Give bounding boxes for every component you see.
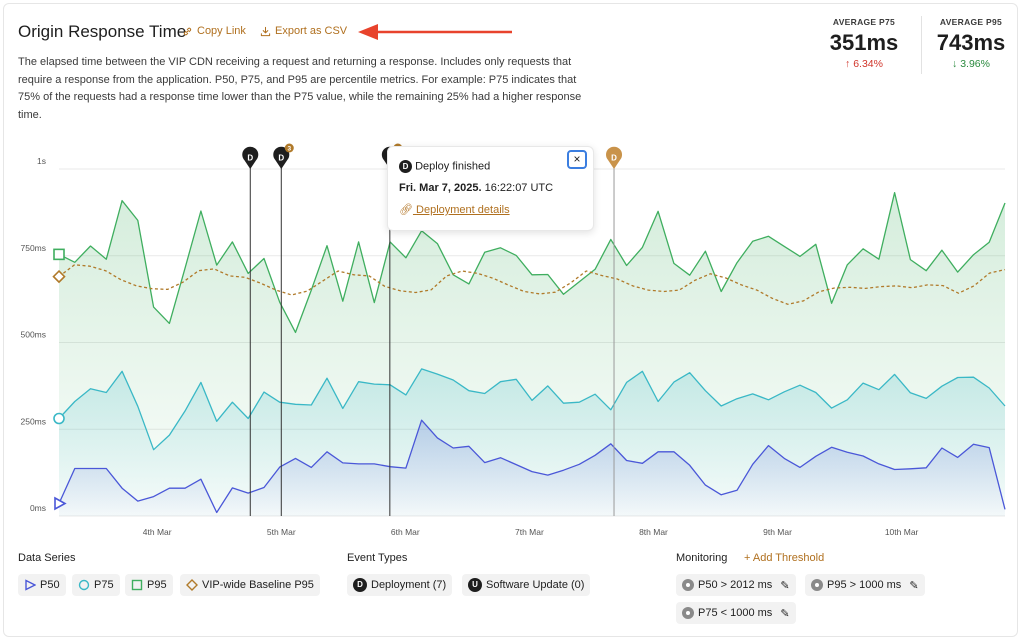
- response-time-chart: 0ms 250ms 500ms 750ms 1s 4th Mar 5th Mar 6th Ma…: [20, 143, 1006, 537]
- circle-marker: [53, 412, 65, 425]
- event-pin-label: D: [611, 154, 617, 163]
- popover-close-button[interactable]: ×: [567, 150, 587, 169]
- series-line-vip-wide-baseline-p95: [58, 264, 1006, 305]
- add-threshold-button[interactable]: + Add Threshold: [744, 552, 825, 564]
- square-marker: [53, 248, 65, 261]
- stat-average-p75: AVERAGE P75 351ms ↑ 6.34%: [818, 17, 910, 70]
- monitoring-title: Monitoring: [676, 552, 728, 564]
- chart-description: The elapsed time between the VIP CDN rec…: [18, 56, 582, 121]
- series-area-p50: [59, 420, 1005, 516]
- event-pin: [606, 146, 623, 169]
- stat-label: AVERAGE P95: [939, 17, 1003, 27]
- legend-p75[interactable]: P75: [72, 574, 120, 596]
- stat-value: 743ms: [936, 30, 1006, 55]
- data-series-title: Data Series: [18, 552, 76, 564]
- link-icon: [183, 27, 192, 35]
- legend-baseline-p95[interactable]: VIP-wide Baseline P95: [180, 574, 320, 596]
- y-tick-label: 1s: [37, 156, 46, 166]
- stat-value: 351ms: [829, 30, 899, 55]
- series-line-p95: [58, 191, 1006, 334]
- event-pin: [242, 146, 259, 169]
- event-count-badge: [284, 143, 294, 153]
- legend-p50[interactable]: P50: [18, 574, 66, 596]
- stat-average-p95: AVERAGE P95 743ms ↓ 3.96%: [928, 17, 1014, 70]
- x-tick-label: 5th Mar: [267, 527, 296, 537]
- link-icon: 🔗︎: [399, 204, 413, 216]
- deployment-badge: D: [353, 578, 367, 592]
- threshold-p50[interactable]: P50 > 2012 ms ✎: [676, 574, 796, 596]
- pencil-icon[interactable]: ✎: [909, 579, 919, 592]
- pencil-icon[interactable]: ✎: [780, 579, 790, 592]
- deploy-badge: D: [399, 160, 412, 173]
- y-tick-label: 500ms: [20, 330, 46, 340]
- event-type-deployment[interactable]: D Deployment (7): [347, 574, 453, 596]
- circle-icon: [78, 579, 90, 591]
- event-count-label: 3: [287, 146, 291, 153]
- stat-divider: [921, 16, 922, 74]
- stat-delta: ↓ 3.96%: [952, 58, 990, 70]
- red-arrow-annotation: [358, 24, 512, 40]
- arrow-up-icon: ↑: [845, 58, 851, 70]
- threshold-status-icon: [811, 579, 823, 591]
- event-type-software-update[interactable]: U Software Update (0): [462, 574, 591, 596]
- square-icon: [131, 579, 143, 591]
- download-icon: [260, 26, 271, 36]
- diamond-marker: [52, 269, 66, 284]
- arrow-down-icon: ↓: [952, 58, 958, 70]
- deployment-details-link[interactable]: 🔗︎ Deployment details: [399, 204, 510, 216]
- event-pin: [273, 146, 290, 169]
- x-tick-label: 6th Mar: [391, 527, 420, 537]
- deploy-popover: [387, 146, 594, 231]
- y-tick-label: 0ms: [30, 503, 46, 513]
- y-tick-label: 250ms: [20, 416, 46, 426]
- series-line-p75: [58, 368, 1006, 451]
- event-types-title: Event Types: [347, 552, 408, 564]
- x-tick-label: 7th Mar: [515, 527, 544, 537]
- popover-title: D Deploy finished: [399, 160, 490, 173]
- triangle-icon: [25, 579, 36, 591]
- copy-link-label: Copy Link: [197, 25, 246, 37]
- x-tick-label: 4th Mar: [143, 527, 172, 537]
- export-csv-button[interactable]: Export as CSV: [260, 25, 347, 37]
- threshold-status-icon: [682, 607, 694, 619]
- software-update-badge: U: [468, 578, 482, 592]
- triangle-marker: [54, 496, 67, 511]
- series-line-p50: [58, 419, 1006, 514]
- pencil-icon[interactable]: ✎: [780, 607, 790, 620]
- x-tick-label: 10th Mar: [885, 527, 919, 537]
- y-tick-label: 750ms: [20, 243, 46, 253]
- diamond-icon: [186, 579, 198, 591]
- threshold-p75[interactable]: P75 < 1000 ms ✎: [676, 602, 796, 624]
- legend-p95[interactable]: P95: [125, 574, 173, 596]
- event-pin-label: D: [247, 154, 253, 163]
- stat-label: AVERAGE P75: [832, 17, 896, 27]
- x-tick-label: 8th Mar: [639, 527, 668, 537]
- export-csv-label: Export as CSV: [275, 25, 348, 37]
- event-pin-label: D: [278, 154, 284, 163]
- popover-date: Fri. Mar 7, 2025. 16:22:07 UTC: [399, 182, 554, 194]
- threshold-status-icon: [682, 579, 694, 591]
- chart-title: Origin Response Time: [18, 22, 187, 41]
- threshold-p95[interactable]: P95 > 1000 ms ✎: [805, 574, 925, 596]
- stat-delta: ↑ 6.34%: [845, 58, 883, 70]
- x-tick-label: 9th Mar: [763, 527, 792, 537]
- copy-link-button[interactable]: Copy Link: [182, 25, 246, 37]
